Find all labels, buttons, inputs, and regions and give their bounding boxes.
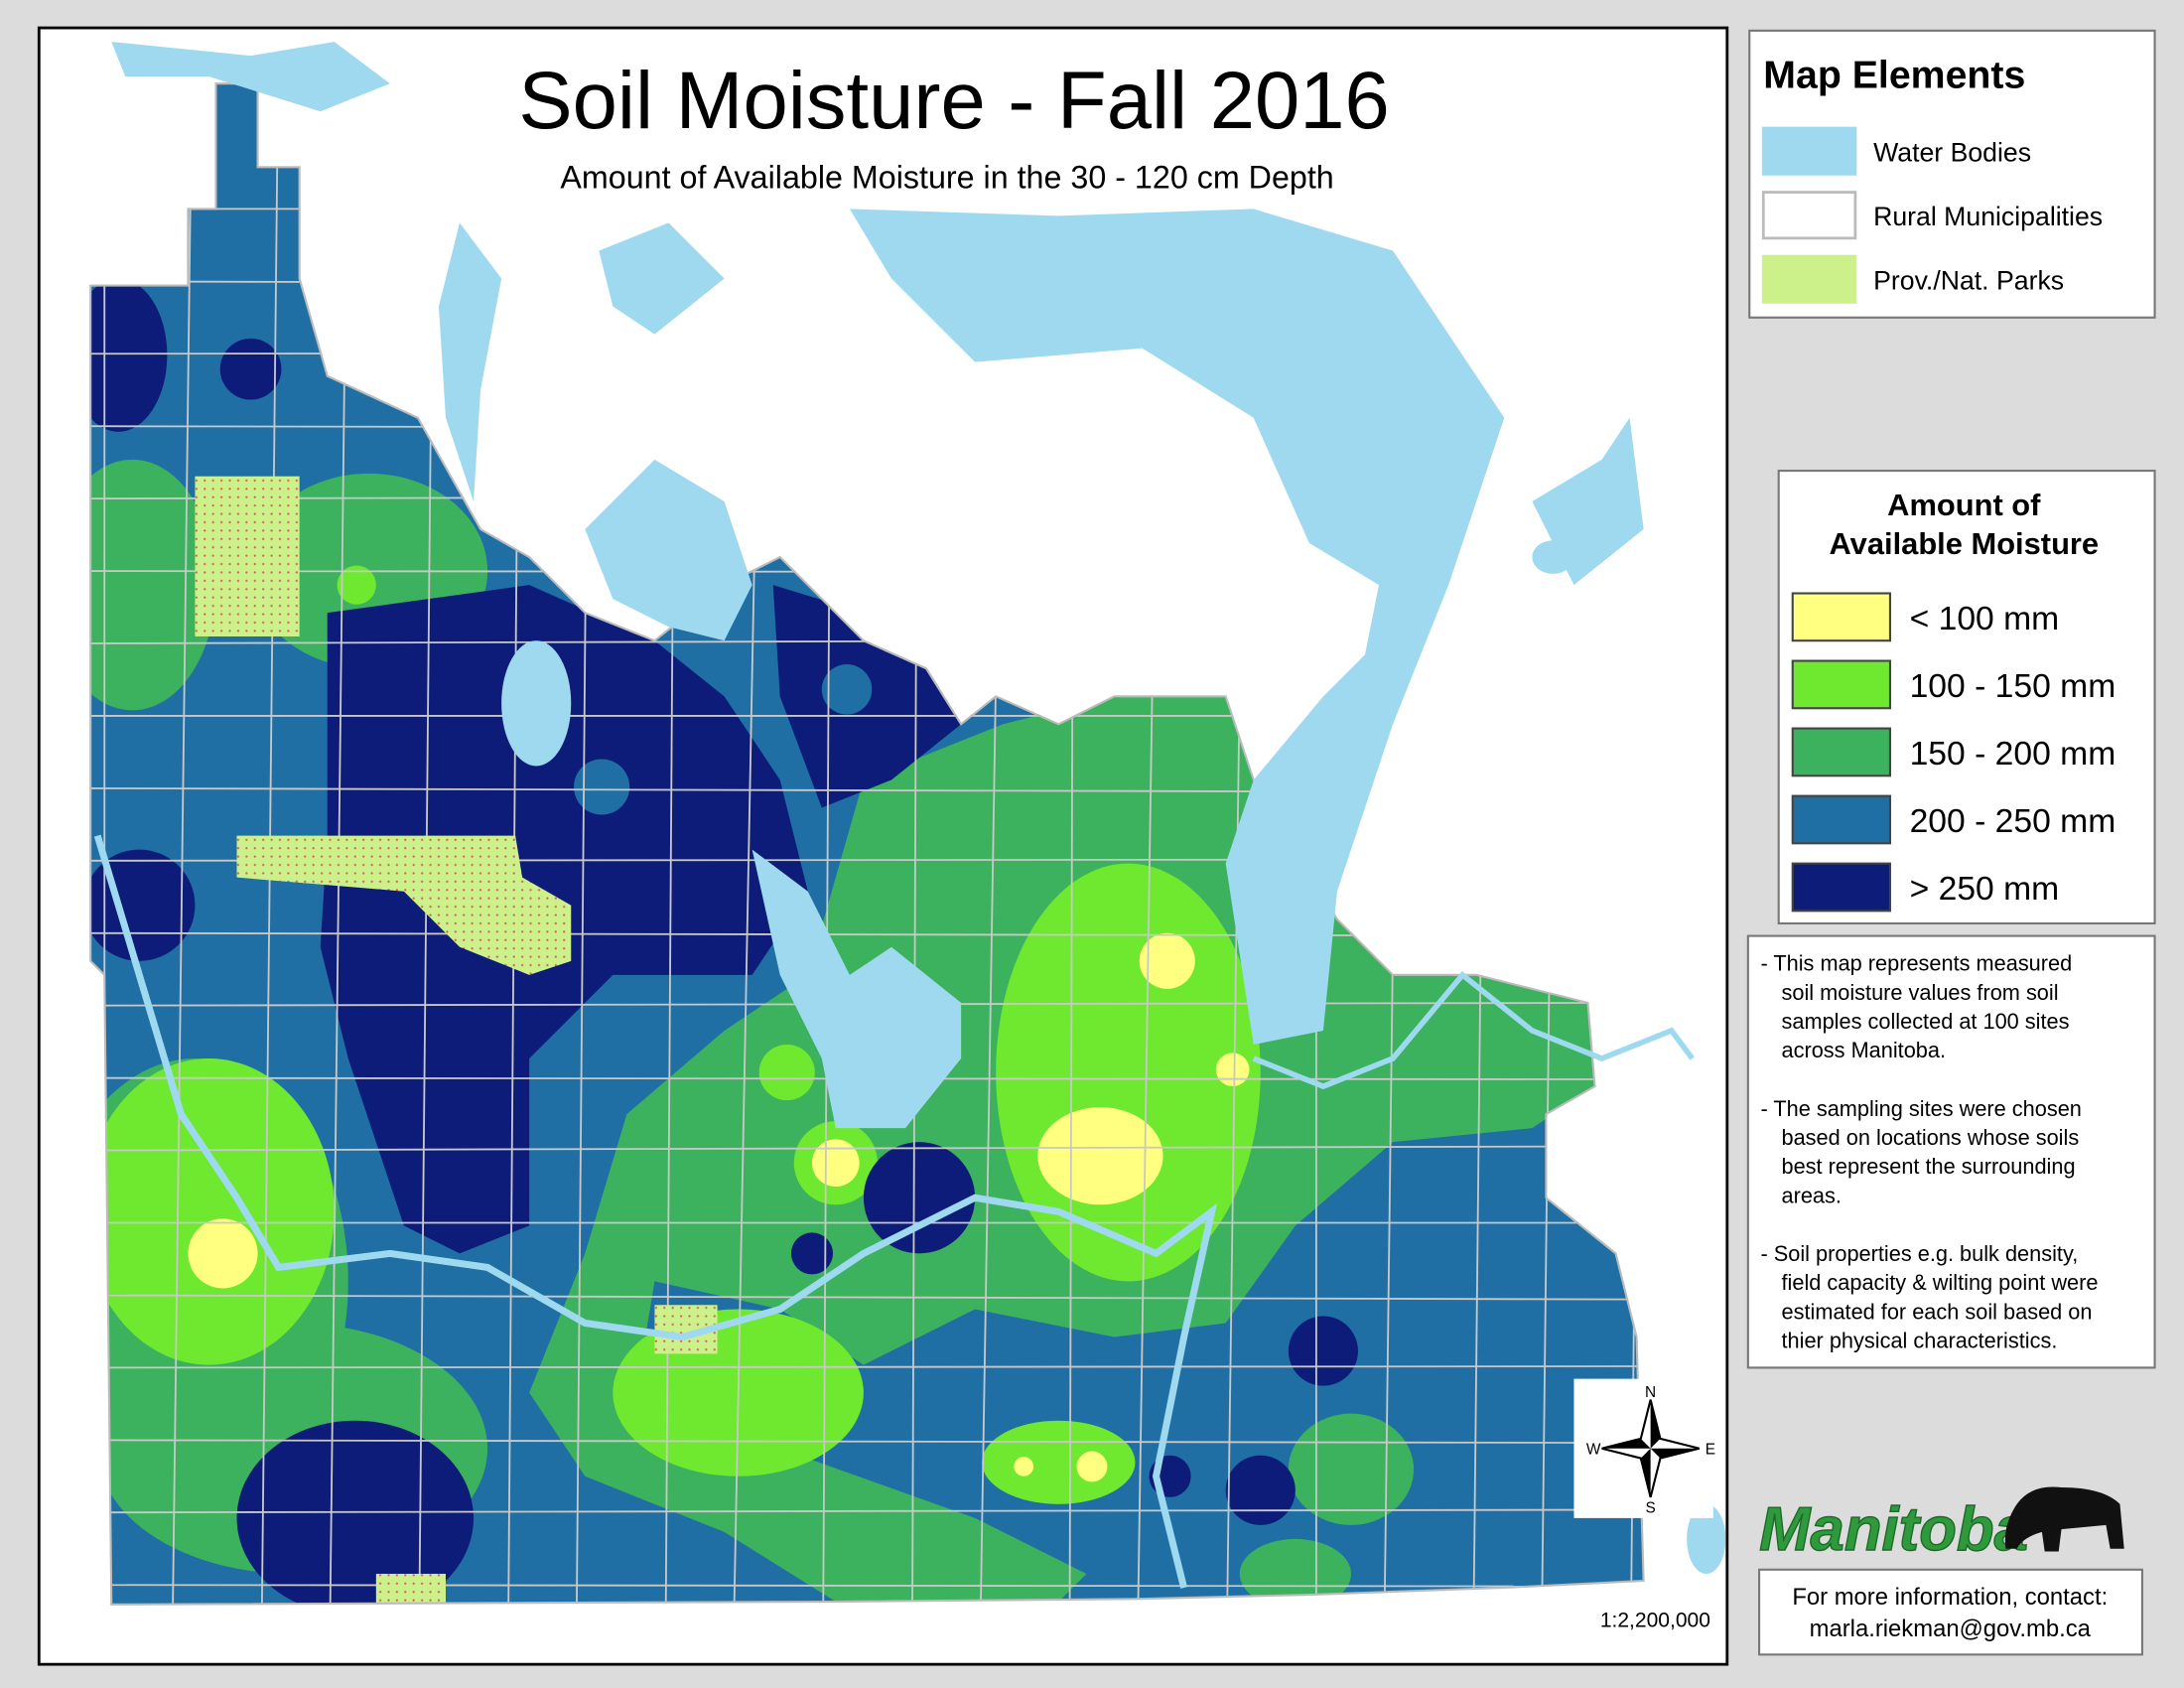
- note-line: thier physical characteristics.: [1782, 1328, 2058, 1352]
- contact-line: For more information, contact:: [1792, 1584, 2108, 1611]
- map-elements-title: Map Elements: [1763, 53, 2025, 96]
- rm-line: [172, 167, 193, 1605]
- lake: [111, 42, 390, 112]
- note-line: field capacity & wilting point were: [1782, 1270, 2099, 1295]
- park: [236, 835, 572, 975]
- zone: [337, 565, 376, 605]
- rm-line: [260, 167, 279, 1605]
- legend-swatch: [1791, 862, 1892, 913]
- zone: [1288, 1413, 1415, 1525]
- compass-n: N: [1645, 1384, 1656, 1401]
- logo-text: Manitoba: [1759, 1495, 2028, 1564]
- contact-box: [1758, 1568, 2143, 1656]
- zone: [90, 849, 196, 961]
- zone: [758, 1044, 815, 1101]
- rm-line: [90, 1584, 1644, 1588]
- note-line: soil moisture values from soil: [1782, 980, 2059, 1005]
- compass-s: S: [1645, 1499, 1655, 1516]
- legend-swatch: [1761, 126, 1857, 176]
- legend-label: Water Bodies: [1873, 138, 2031, 168]
- zone: [1215, 1053, 1250, 1087]
- zone: [1076, 1451, 1108, 1482]
- note-line: estimated for each soil based on: [1782, 1299, 2093, 1324]
- zone: [1139, 932, 1195, 989]
- legend-swatch: [1761, 191, 1857, 240]
- zone: [811, 1139, 860, 1188]
- zone: [1225, 1455, 1296, 1525]
- zone: [1288, 1316, 1358, 1386]
- bison: [2004, 1486, 2124, 1552]
- note-line: - The sampling sites were chosen: [1760, 1096, 2081, 1121]
- rm-line: [90, 1365, 1644, 1369]
- compass-w: W: [1586, 1441, 1601, 1458]
- rm-line: [90, 1145, 1644, 1152]
- legend-swatch: [1791, 727, 1892, 777]
- note-line: areas.: [1782, 1183, 1842, 1207]
- zone: [90, 1058, 335, 1365]
- legend-label: > 250 mm: [1910, 871, 2060, 908]
- legend-swatch: [1791, 592, 1892, 642]
- note-line: best represent the surrounding: [1782, 1154, 2076, 1179]
- zone: [188, 1218, 258, 1289]
- scale-text: 1:2,200,000: [1600, 1609, 1710, 1631]
- lake: [585, 459, 752, 641]
- moisture-legend: < 100 mm 100 - 150 mm 150 - 200 mm 200 - 25…: [1791, 592, 2116, 913]
- lake: [1687, 1503, 1726, 1574]
- zone: [236, 1420, 475, 1605]
- contact-line: marla.riekman@gov.mb.ca: [1810, 1616, 2092, 1642]
- zone: [1037, 1107, 1163, 1205]
- zone: [821, 664, 873, 715]
- rm-line: [90, 1508, 1644, 1514]
- river: [1252, 970, 1695, 1090]
- logo: Manitoba: [1758, 1486, 2124, 1565]
- map-elements-legend: Water Bodies Rural Municipalities Prov./Na…: [1761, 126, 2103, 304]
- lake: [1532, 540, 1574, 574]
- lake: [751, 849, 962, 1129]
- legend-label: 150 - 200 mm: [1910, 736, 2116, 773]
- note-line: - This map represents measured: [1760, 951, 2072, 976]
- lake: [501, 640, 572, 767]
- zone: [863, 1142, 976, 1254]
- legend-label: 200 - 250 mm: [1910, 803, 2116, 840]
- legend-label: 100 - 150 mm: [1910, 668, 2116, 705]
- water-bodies: [93, 42, 1726, 1589]
- note-line: samples collected at 100 sites: [1782, 1009, 2070, 1034]
- compass-star-shade: [1601, 1399, 1700, 1497]
- legend-label: Rural Municipalities: [1873, 202, 2103, 231]
- zone: [1014, 1457, 1034, 1477]
- map-title: Soil Moisture - Fall 2016: [518, 56, 1389, 146]
- park: [195, 476, 300, 637]
- zone: [982, 1420, 1136, 1504]
- notes: - This map represents measured soil moist…: [1760, 951, 2098, 1353]
- moisture-legend-title: Amount of: [1887, 488, 2041, 522]
- moisture-legend-title: Available Moisture: [1830, 526, 2100, 561]
- compass-e: E: [1706, 1441, 1715, 1458]
- note-line: - Soil properties e.g. bulk density,: [1760, 1241, 2078, 1266]
- note-line: across Manitoba.: [1782, 1038, 1947, 1062]
- compass: N E S W: [1573, 1378, 1715, 1518]
- zone: [790, 1232, 834, 1275]
- zone: [1239, 1538, 1351, 1605]
- rm-line: [90, 1439, 1644, 1445]
- zone: [219, 338, 282, 400]
- river: [93, 834, 1218, 1589]
- lake: [599, 222, 725, 335]
- rm-line: [329, 167, 348, 1605]
- zone: [90, 278, 168, 432]
- legend-swatch: [1761, 254, 1857, 304]
- legend-label: Prov./Nat. Parks: [1873, 266, 2064, 296]
- legend-swatch: [1791, 794, 1892, 845]
- notes-box: [1746, 934, 2156, 1369]
- legend-swatch: [1791, 659, 1892, 710]
- legend-label: < 100 mm: [1910, 601, 2060, 637]
- rm-line: [90, 1294, 1644, 1301]
- lake: [438, 222, 502, 501]
- lake: [849, 209, 1505, 1045]
- note-line: based on locations whose soils: [1782, 1125, 2080, 1150]
- map-subtitle: Amount of Available Moisture in the 30 -…: [560, 159, 1333, 195]
- zone: [574, 759, 630, 815]
- park: [375, 1573, 446, 1605]
